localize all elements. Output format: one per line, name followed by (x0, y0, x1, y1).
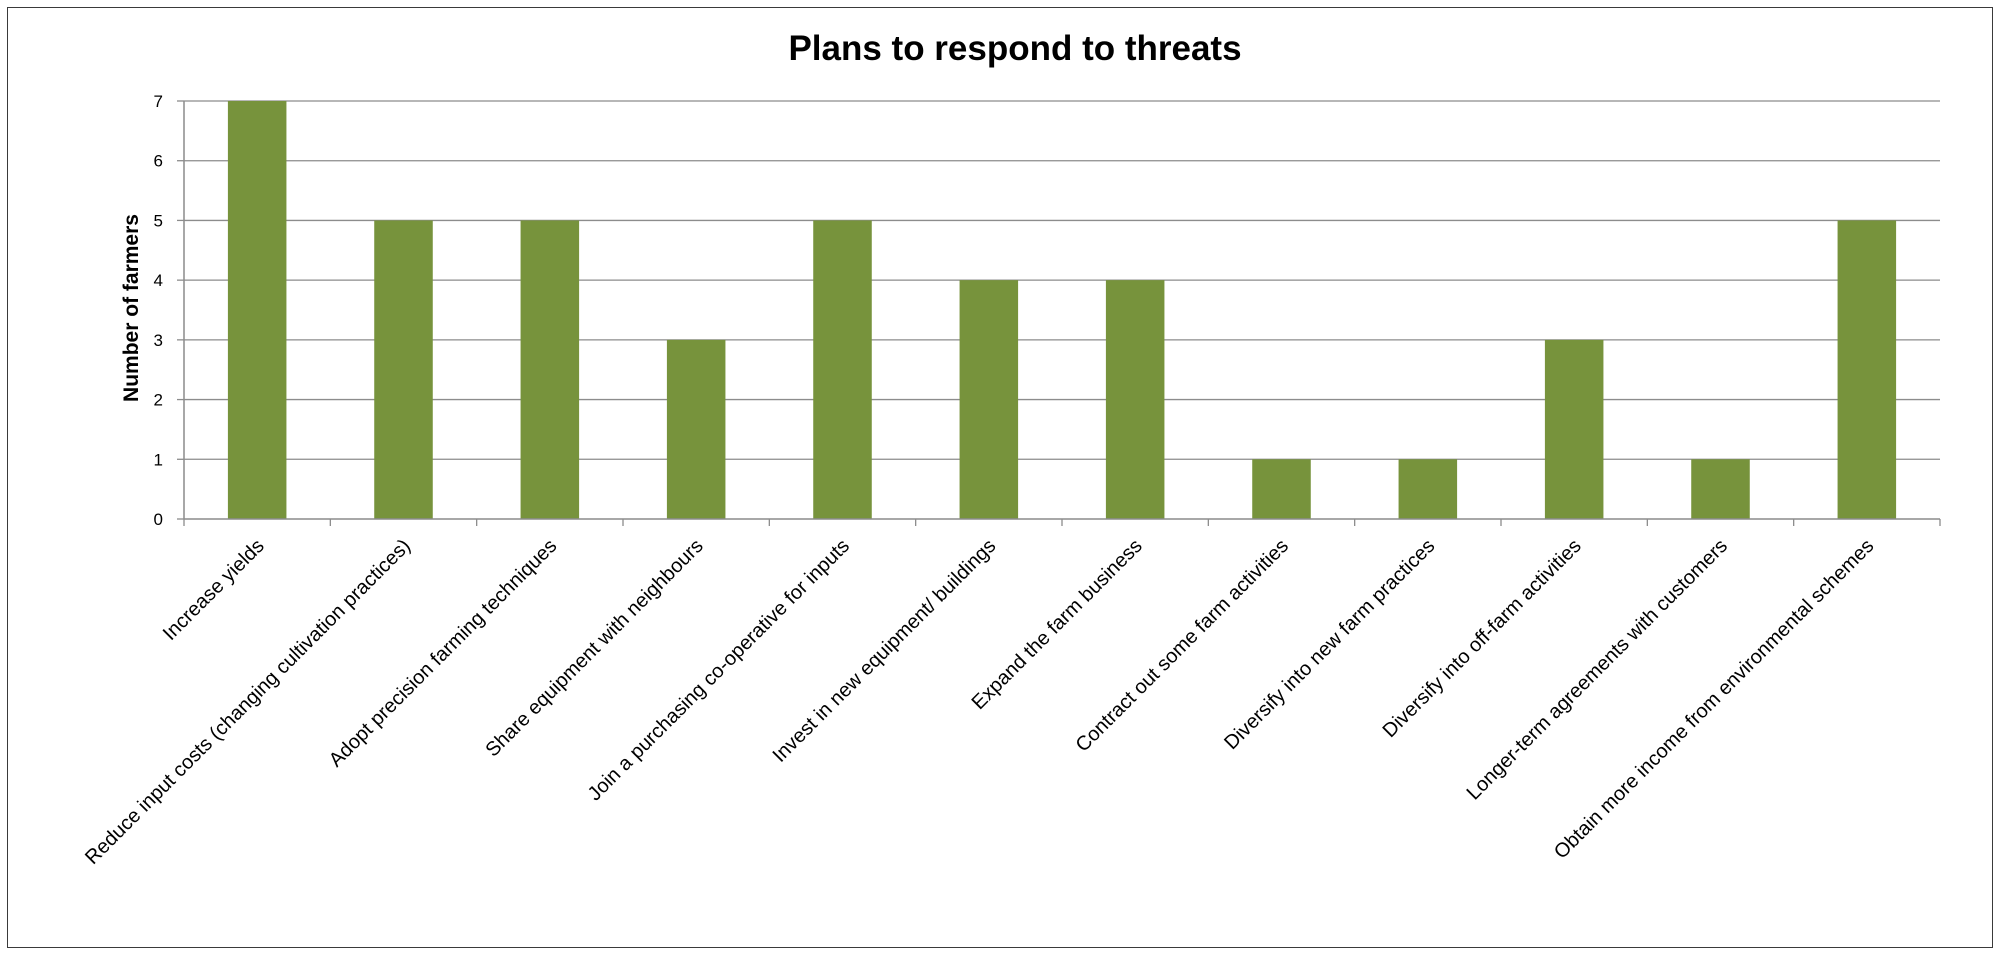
bar (1398, 459, 1458, 519)
y-tick-label: 4 (154, 271, 163, 290)
chart-title: Plans to respond to threats (788, 29, 1241, 68)
bars (227, 101, 1897, 519)
gridlines (184, 100, 1940, 460)
bar (374, 220, 433, 519)
bar (1837, 220, 1897, 519)
bar (1252, 459, 1311, 519)
x-tick-label: Increase yields (159, 535, 269, 645)
y-tick-label: 3 (154, 331, 163, 350)
bar (1105, 280, 1165, 519)
y-tick-label: 2 (154, 391, 163, 410)
bar (1544, 339, 1604, 519)
x-tick-label: Reduce input costs (changing cultivation… (81, 535, 415, 869)
x-tick-label: Adopt precision farming techniques (325, 535, 561, 771)
y-tick-label: 1 (154, 450, 163, 469)
bar (1691, 459, 1750, 519)
y-tick-label: 0 (154, 510, 163, 529)
axes (177, 100, 1941, 526)
y-tick-label: 6 (154, 152, 163, 171)
y-axis-label: Number of farmers (120, 214, 143, 402)
bar (959, 280, 1019, 519)
x-tick-label: Obtain more income from environmental sc… (1550, 535, 1878, 863)
y-tick-label: 5 (154, 211, 163, 230)
x-tick-label: Join a purchasing co-operative for input… (584, 535, 854, 805)
y-tick-labels: 0 1 2 3 4 5 6 7 (154, 92, 163, 529)
bar (813, 220, 872, 519)
bar (666, 339, 726, 519)
bar (520, 220, 580, 519)
y-tick-label: 7 (154, 92, 163, 111)
bar (227, 101, 287, 519)
x-tick-label: Expand the farm business (968, 535, 1147, 714)
x-tick-label: Longer-term agreements with customers (1463, 535, 1732, 804)
